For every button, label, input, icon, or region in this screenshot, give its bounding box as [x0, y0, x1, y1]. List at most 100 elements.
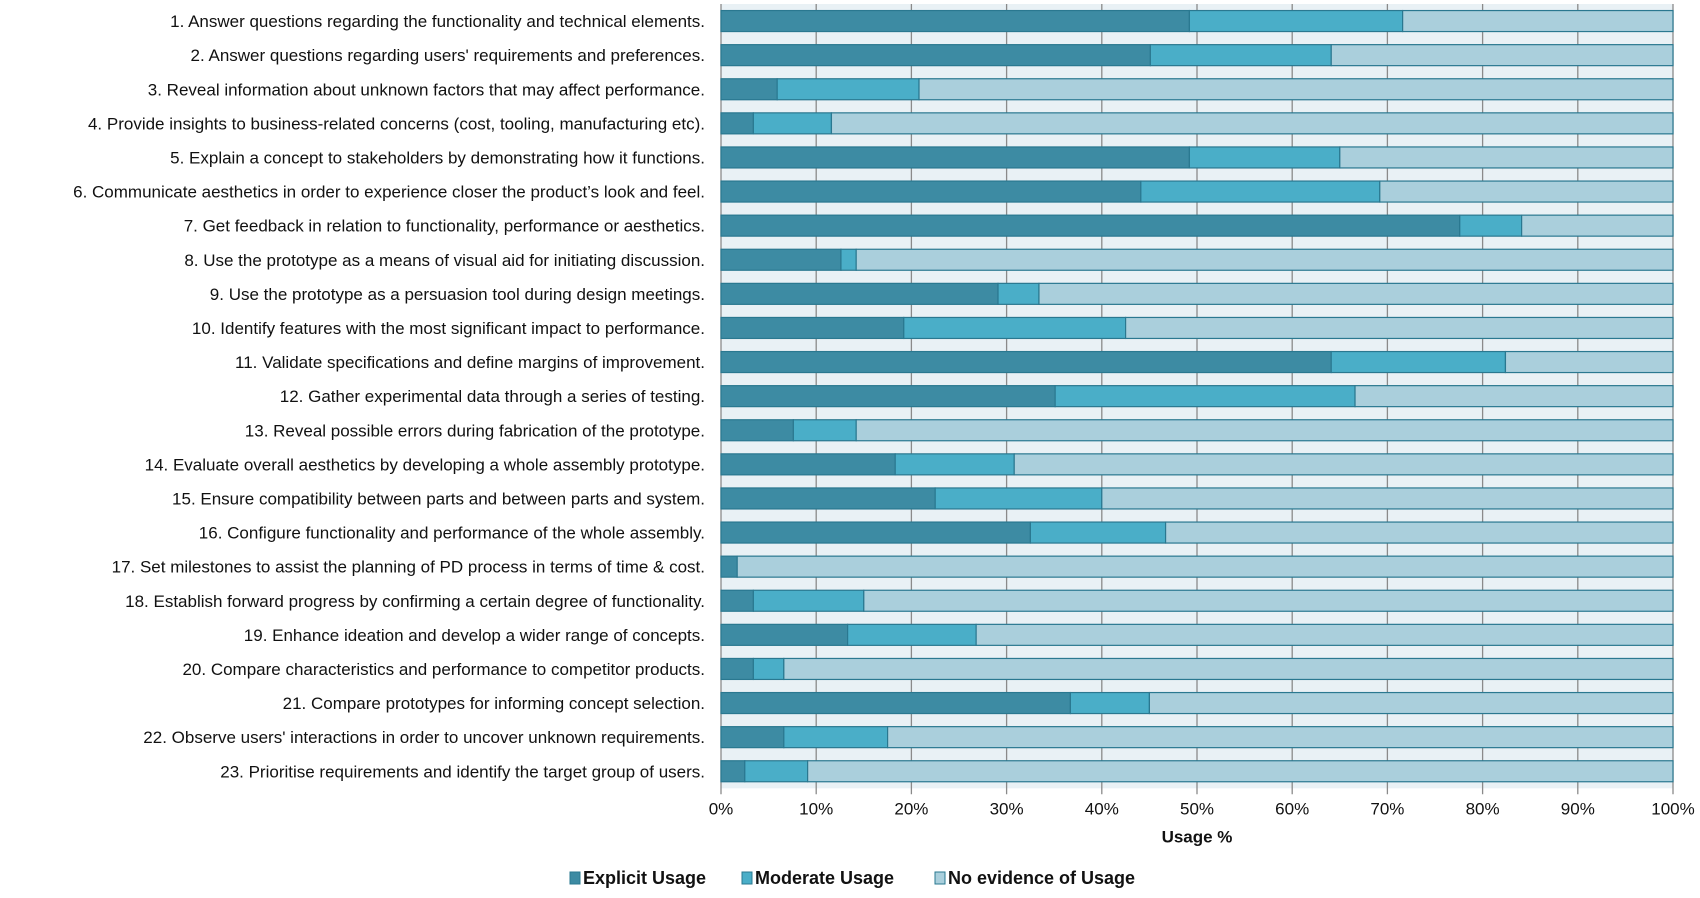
bar-segment-no-evidence-of-usage	[736, 555, 1674, 578]
bar-segment-explicit-usage	[720, 419, 794, 442]
category-label: 21. Compare prototypes for informing con…	[283, 694, 705, 713]
bar-segment-moderate-usage	[847, 623, 977, 646]
bar-segment-no-evidence-of-usage	[830, 112, 1674, 135]
bar-segment-explicit-usage	[720, 453, 896, 476]
bar-segment-no-evidence-of-usage	[1504, 350, 1674, 374]
bar-segment-moderate-usage	[792, 419, 857, 442]
bar-segment-no-evidence-of-usage	[1379, 180, 1674, 203]
bar-segment-no-evidence-of-usage	[1101, 487, 1674, 510]
bar-segment-explicit-usage	[720, 316, 905, 340]
bar-segment-moderate-usage	[752, 657, 785, 681]
category-label: 17. Set milestones to assist the plannin…	[112, 558, 705, 577]
bar-segment-moderate-usage	[1140, 180, 1381, 203]
bar-segment-moderate-usage	[744, 760, 809, 783]
bar-segment-explicit-usage	[720, 760, 746, 783]
bar-segment-explicit-usage	[720, 726, 785, 749]
bar-segment-moderate-usage	[752, 589, 865, 612]
bar-segment-no-evidence-of-usage	[1354, 385, 1674, 408]
bar-segment-moderate-usage	[894, 453, 1015, 476]
x-axis-title: Usage %	[1162, 827, 1233, 846]
x-tick-label: 100%	[1651, 799, 1694, 818]
bar-segment-explicit-usage	[720, 214, 1461, 237]
category-label: 3. Reveal information about unknown fact…	[148, 80, 705, 99]
bar-segment-explicit-usage	[720, 44, 1151, 67]
bar-segment-no-evidence-of-usage	[1124, 316, 1674, 340]
bar-segment-moderate-usage	[934, 487, 1103, 510]
bar-segment-no-evidence-of-usage	[1330, 44, 1674, 67]
category-label: 14. Evaluate overall aesthetics by devel…	[145, 455, 705, 474]
x-tick-label: 50%	[1180, 799, 1214, 818]
category-label: 7. Get feedback in relation to functiona…	[184, 217, 705, 236]
category-label: 16. Configure functionality and performa…	[199, 524, 705, 543]
bar-segment-explicit-usage	[720, 589, 754, 612]
bar-segment-explicit-usage	[720, 248, 842, 271]
bar-segment-no-evidence-of-usage	[1038, 282, 1674, 305]
category-label: 6. Communicate aesthetics in order to ex…	[73, 183, 705, 202]
bar-segment-explicit-usage	[720, 555, 738, 578]
bar-segment-explicit-usage	[720, 78, 778, 101]
bar-segment-no-evidence-of-usage	[1339, 146, 1674, 169]
bar-segment-no-evidence-of-usage	[1164, 521, 1674, 544]
bar-segment-moderate-usage	[840, 248, 857, 271]
bar-segment-explicit-usage	[720, 521, 1031, 544]
category-label: 22. Observe users' interactions in order…	[143, 728, 705, 747]
bar-segment-no-evidence-of-usage	[807, 760, 1674, 783]
bar-segment-explicit-usage	[720, 112, 754, 135]
bar-segment-explicit-usage	[720, 9, 1190, 33]
bar-segment-explicit-usage	[720, 180, 1142, 203]
category-label: 1. Answer questions regarding the functi…	[170, 12, 705, 31]
category-label: 20. Compare characteristics and performa…	[182, 660, 705, 679]
bar-segment-moderate-usage	[1029, 521, 1167, 544]
bar-segment-no-evidence-of-usage	[1521, 214, 1674, 237]
x-tick-label: 90%	[1561, 799, 1595, 818]
bar-segment-explicit-usage	[720, 487, 936, 510]
bar-segment-moderate-usage	[1188, 146, 1341, 169]
bar-segment-moderate-usage	[1459, 214, 1523, 237]
bar-segment-no-evidence-of-usage	[855, 419, 1674, 442]
category-label: 23. Prioritise requirements and identify…	[220, 762, 705, 781]
bar-segment-no-evidence-of-usage	[886, 726, 1674, 749]
bar-segment-no-evidence-of-usage	[855, 248, 1674, 271]
bar-segment-no-evidence-of-usage	[1013, 453, 1674, 476]
legend-label: Moderate Usage	[755, 868, 894, 888]
category-label: 11. Validate specifications and define m…	[235, 353, 705, 372]
bar-segment-explicit-usage	[720, 282, 999, 305]
bar-segment-moderate-usage	[903, 316, 1127, 340]
bar-segment-explicit-usage	[720, 350, 1332, 374]
bar-segment-no-evidence-of-usage	[783, 657, 1674, 681]
x-tick-label: 10%	[799, 799, 833, 818]
category-label: 2. Answer questions regarding users' req…	[191, 46, 705, 65]
bar-segment-moderate-usage	[776, 78, 920, 101]
category-label: 19. Enhance ideation and develop a wider…	[244, 626, 705, 645]
bar-segment-explicit-usage	[720, 623, 849, 646]
legend-label: No evidence of Usage	[948, 868, 1135, 888]
bar-segment-no-evidence-of-usage	[1402, 9, 1674, 33]
bar-segment-no-evidence-of-usage	[863, 589, 1674, 612]
category-label: 15. Ensure compatibility between parts a…	[172, 489, 705, 508]
bar-segment-moderate-usage	[1149, 44, 1332, 67]
x-tick-label: 0%	[709, 799, 734, 818]
category-label: 12. Gather experimental data through a s…	[280, 387, 705, 406]
bar-segment-moderate-usage	[783, 726, 889, 749]
legend-swatch	[741, 871, 753, 885]
bar-segment-no-evidence-of-usage	[1148, 691, 1674, 715]
bar-segment-moderate-usage	[752, 112, 833, 135]
bar-segment-explicit-usage	[720, 146, 1190, 169]
bar-segment-moderate-usage	[1188, 9, 1404, 33]
x-tick-label: 40%	[1085, 799, 1119, 818]
bar-segment-explicit-usage	[720, 691, 1071, 715]
category-label: 5. Explain a concept to stakeholders by …	[170, 148, 705, 167]
bar-segment-no-evidence-of-usage	[975, 623, 1674, 646]
x-tick-label: 30%	[990, 799, 1024, 818]
bar-segment-moderate-usage	[1330, 350, 1507, 374]
x-tick-label: 20%	[894, 799, 928, 818]
category-label: 9. Use the prototype as a persuasion too…	[210, 285, 705, 304]
bar-segment-explicit-usage	[720, 385, 1056, 408]
x-tick-label: 70%	[1370, 799, 1404, 818]
bar-segment-moderate-usage	[1069, 691, 1151, 715]
category-label: 4. Provide insights to business-related …	[88, 114, 705, 133]
category-label: 13. Reveal possible errors during fabric…	[245, 421, 705, 440]
bar-segment-moderate-usage	[997, 282, 1040, 305]
bar-segment-no-evidence-of-usage	[918, 78, 1674, 101]
